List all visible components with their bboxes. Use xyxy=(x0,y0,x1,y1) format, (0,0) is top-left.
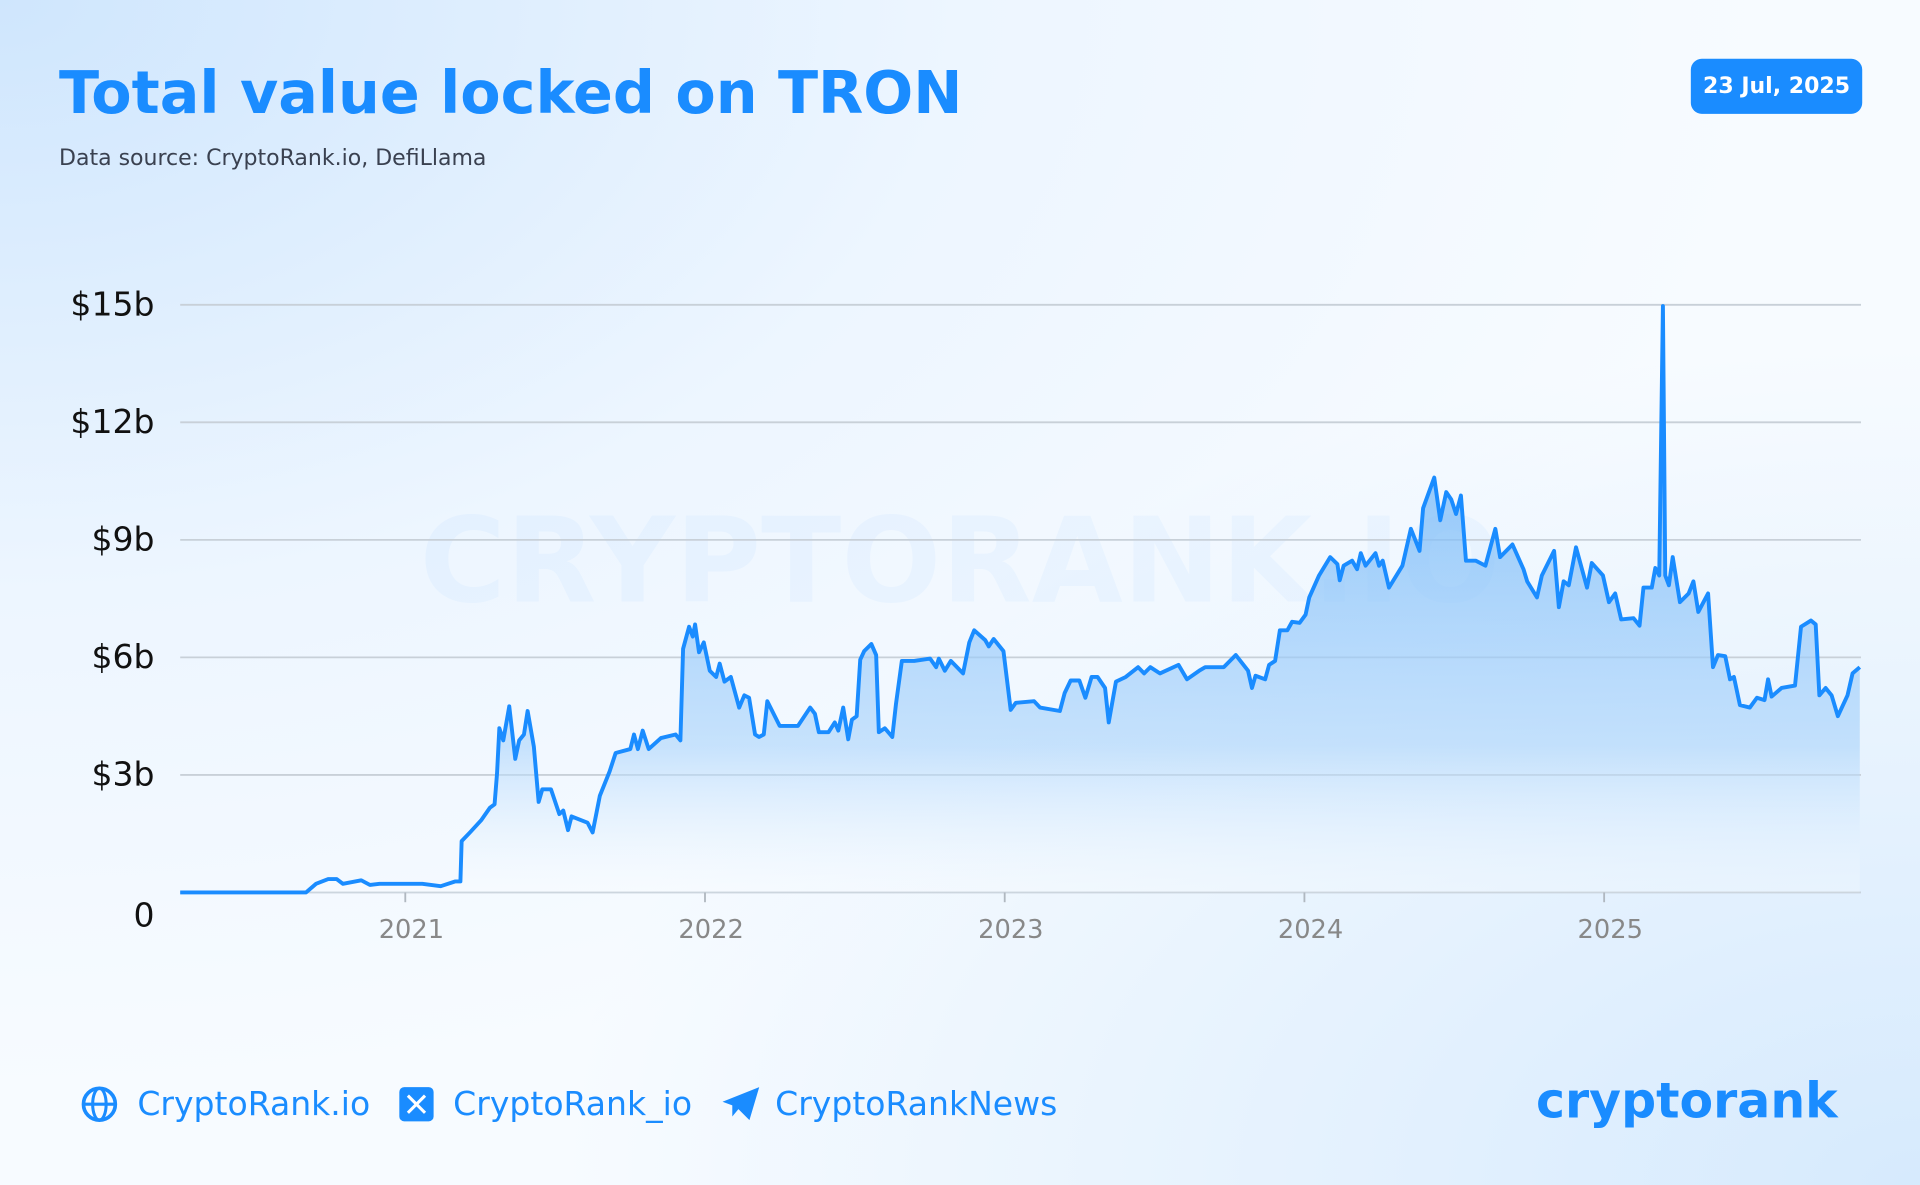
date-badge xyxy=(1690,58,1863,114)
y-tick-label: $15b xyxy=(70,285,154,324)
chart-subtitle: Data source: CryptoRank.io, DefiLlama xyxy=(59,146,486,171)
footer-link[interactable]: CryptoRank_io xyxy=(453,1084,692,1123)
plot: 0 $3b $6b $9b $12b $15b 2021 2022 2023 2024 2025 xyxy=(70,285,1862,945)
y-tick-label: 0 xyxy=(133,895,154,934)
y-tick-label: $12b xyxy=(70,402,154,441)
line xyxy=(180,304,1862,895)
y-tick-label: $6b xyxy=(91,637,154,676)
x-tick-label: 2021 xyxy=(379,915,444,945)
x-tick-label: 2024 xyxy=(1278,915,1343,945)
y-tick-label: $9b xyxy=(91,520,154,559)
date-label: 23 Jul, 2025 xyxy=(1703,74,1850,99)
y-tick-label: $3b xyxy=(91,755,154,794)
footer-link[interactable]: CryptoRank.io xyxy=(137,1084,370,1123)
footer-link[interactable]: CryptoRankNews xyxy=(775,1084,1057,1123)
x-tick-label: 2023 xyxy=(978,915,1043,945)
footer: CryptoRank.io CryptoRank_io CryptoRankNe… xyxy=(81,1073,1839,1130)
x-icon-glyph xyxy=(406,1094,427,1114)
telegram-icon xyxy=(722,1087,760,1121)
area xyxy=(180,306,1860,893)
logo: cryptorank xyxy=(1536,1073,1839,1130)
x-tick-label: 2022 xyxy=(678,915,743,945)
chart-title: Total value locked on TRON xyxy=(59,58,962,127)
x-tick-label: 2025 xyxy=(1578,915,1643,945)
